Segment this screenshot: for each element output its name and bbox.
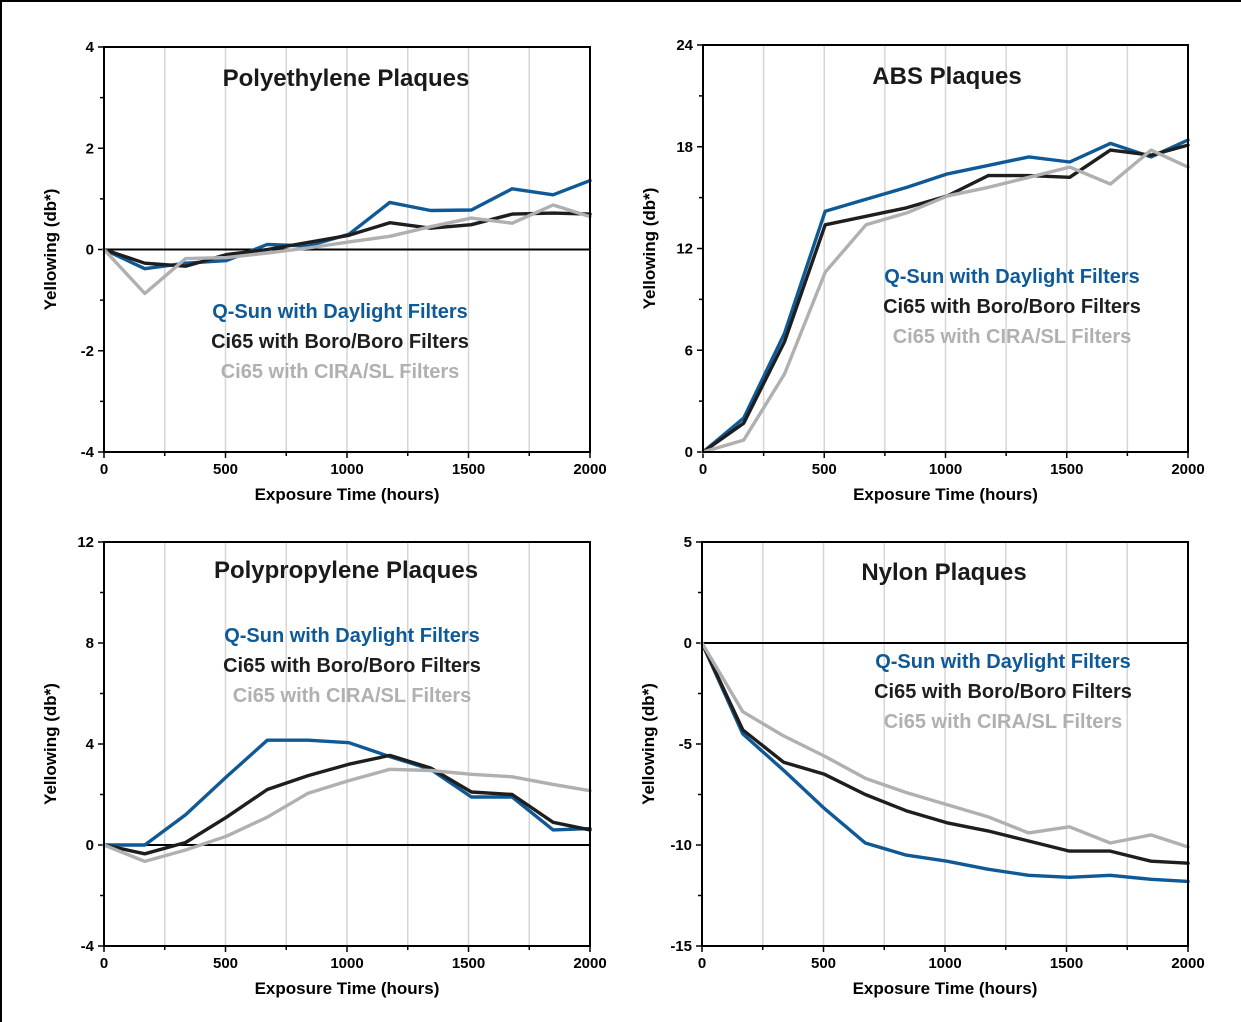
x-tick-label: 500	[213, 461, 238, 478]
series-line-qsun	[700, 641, 1190, 884]
plot-frame	[103, 46, 591, 453]
series-line-boro	[102, 753, 592, 856]
series-line-cira	[102, 203, 592, 296]
y-tick-label: 0	[86, 837, 94, 854]
x-tick-label: 0	[698, 955, 706, 972]
x-tick-label: 2000	[573, 955, 606, 972]
series-line-cira	[102, 767, 592, 864]
y-axis-title: Yellowing (db*)	[41, 683, 60, 805]
legend-entry: Ci65 with Boro/Boro Filters	[874, 681, 1132, 703]
series-line-qsun	[102, 738, 592, 847]
x-tick-label: 1500	[452, 461, 485, 478]
y-tick-label: -15	[670, 938, 692, 955]
y-tick-label: 18	[676, 139, 693, 156]
y-tick-label: 0	[86, 242, 94, 259]
y-tick-label: 12	[77, 534, 94, 551]
x-tick-label: 1000	[330, 955, 363, 972]
y-tick-label: -5	[679, 736, 692, 753]
x-tick-label: 2000	[1171, 461, 1204, 478]
legend-entry: Ci65 with CIRA/SL Filters	[884, 711, 1123, 733]
legend-entry: Ci65 with CIRA/SL Filters	[233, 685, 472, 707]
y-tick-label: 0	[685, 444, 693, 461]
x-tick-label: 0	[699, 461, 707, 478]
chart-panel-2: 0 500 1000 1500 2000 0 6 12 18 24 ABS Plaques Expos…	[640, 37, 1205, 504]
x-tick-label: 0	[100, 461, 108, 478]
series-line-cira	[701, 148, 1190, 454]
y-tick-label: -2	[81, 343, 94, 360]
series-line-boro	[700, 641, 1190, 865]
y-tick-label: 0	[684, 635, 692, 652]
y-tick-label: -4	[81, 938, 95, 955]
chart-title: Nylon Plaques	[861, 559, 1026, 586]
x-axis-title: Exposure Time (hours)	[255, 485, 440, 504]
y-tick-label: -4	[81, 444, 95, 461]
legend-entry: Ci65 with CIRA/SL Filters	[893, 326, 1132, 348]
x-axis-title: Exposure Time (hours)	[853, 979, 1038, 998]
x-tick-label: 2000	[1171, 955, 1204, 972]
y-tick-label: -10	[670, 837, 692, 854]
legend-entry: Q-Sun with Daylight Filters	[224, 625, 480, 647]
legend-entry: Ci65 with CIRA/SL Filters	[221, 361, 460, 383]
y-axis-title: Yellowing (db*)	[639, 683, 658, 805]
series-line-cira	[700, 641, 1190, 849]
y-tick-label: 8	[86, 635, 94, 652]
chart-title: ABS Plaques	[872, 63, 1021, 90]
x-tick-label: 500	[811, 955, 836, 972]
x-axis-title: Exposure Time (hours)	[853, 485, 1038, 504]
x-tick-label: 2000	[573, 461, 606, 478]
y-tick-label: 4	[86, 736, 95, 753]
chart-panel-3: 0 500 1000 1500 2000 -4 0 4 8 12 Polypropylene Pla…	[41, 534, 607, 998]
plot-frame	[702, 44, 1189, 453]
x-tick-label: 1000	[928, 955, 961, 972]
y-tick-label: 5	[684, 534, 692, 551]
y-axis-title: Yellowing (db*)	[41, 189, 60, 311]
x-tick-label: 500	[812, 461, 837, 478]
x-tick-label: 1500	[452, 955, 485, 972]
x-axis-title: Exposure Time (hours)	[255, 979, 440, 998]
chart-panel-1: 0 500 1000 1500 2000 -4 -2 0 2 4 Polyethylene Plaq…	[41, 39, 607, 504]
chart-panel-4: 0 500 1000 1500 2000 -15 -10 -5 0 5 Nylon Plaques E…	[639, 534, 1205, 998]
x-tick-label: 1000	[929, 461, 962, 478]
chart-title: Polyethylene Plaques	[223, 65, 470, 92]
x-tick-label: 1500	[1050, 461, 1083, 478]
legend-entry: Q-Sun with Daylight Filters	[212, 301, 468, 323]
y-tick-label: 2	[86, 140, 94, 157]
chart-title: Polypropylene Plaques	[214, 557, 478, 584]
legend-entry: Ci65 with Boro/Boro Filters	[211, 331, 469, 353]
x-tick-label: 1500	[1050, 955, 1083, 972]
y-tick-label: 4	[86, 39, 95, 56]
series-line-boro	[102, 211, 592, 268]
legend-entry: Q-Sun with Daylight Filters	[884, 266, 1140, 288]
legend-entry: Ci65 with Boro/Boro Filters	[223, 655, 481, 677]
y-tick-label: 12	[676, 241, 693, 258]
x-tick-label: 1000	[330, 461, 363, 478]
x-tick-label: 0	[100, 955, 108, 972]
legend-entry: Ci65 with Boro/Boro Filters	[883, 296, 1141, 318]
plot-frame	[701, 541, 1189, 947]
legend-entry: Q-Sun with Daylight Filters	[875, 651, 1131, 673]
plot-frame	[103, 541, 591, 947]
series-line-qsun	[701, 138, 1190, 454]
y-tick-label: 6	[685, 342, 693, 359]
y-tick-label: 24	[676, 37, 693, 54]
y-axis-title: Yellowing (db*)	[640, 188, 659, 310]
x-tick-label: 500	[213, 955, 238, 972]
